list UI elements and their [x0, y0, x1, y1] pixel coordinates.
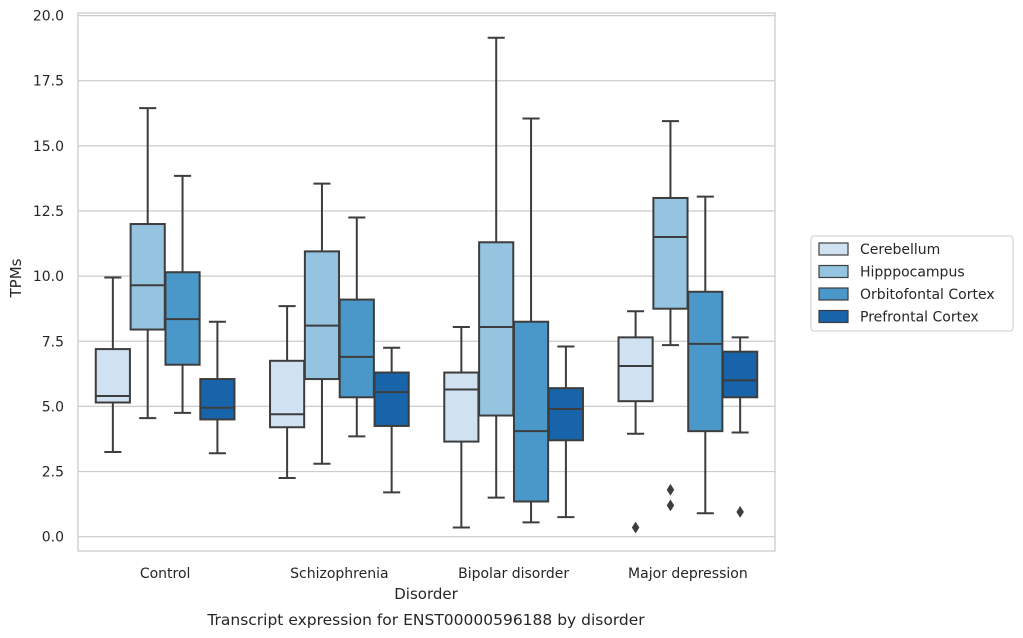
legend: Cerebellum Hipppocampus Orbitofontal Corte…	[810, 235, 1014, 332]
box-prefrontal-cortex	[199, 320, 236, 455]
box-prefrontal-cortex	[547, 345, 584, 519]
y-tick-label: 12.5	[33, 204, 64, 220]
outlier-point	[666, 499, 675, 512]
box-hipppocampus	[652, 120, 689, 512]
box-iqr	[547, 387, 584, 442]
legend-label: Orbitofontal Cortex	[860, 287, 995, 303]
box-iqr	[94, 348, 131, 404]
legend-item: Cerebellum	[818, 242, 940, 258]
box-hipppocampus	[478, 36, 515, 499]
x-tick-label: Major depression	[628, 566, 748, 582]
box-iqr	[373, 371, 410, 427]
x-tick-label: Bipolar disorder	[458, 566, 569, 582]
figure-caption: Transcript expression for ENST0000059618…	[206, 611, 645, 629]
legend-item: Hipppocampus	[818, 264, 965, 281]
box-iqr	[129, 223, 166, 331]
box-hipppocampus	[303, 182, 341, 465]
legend-swatch	[818, 242, 849, 256]
box-iqr	[338, 298, 375, 399]
box-cerebellum	[269, 305, 306, 480]
legend-label: Prefrontal Cortex	[860, 310, 979, 326]
box-iqr	[652, 196, 689, 310]
box-iqr	[722, 350, 759, 399]
y-tick-label: 2.5	[42, 465, 64, 481]
legend-item: Orbitofontal Cortex	[818, 287, 995, 303]
legend-frame	[810, 235, 1014, 332]
x-tick-label: Schizophrenia	[290, 566, 388, 582]
legend-swatch	[818, 264, 849, 279]
y-tick-label: 0.0	[42, 530, 64, 546]
legend-swatch	[818, 287, 849, 301]
box-prefrontal-cortex	[373, 346, 410, 494]
legend-label: Cerebellum	[860, 242, 940, 258]
y-tick-labels: 0.0 2.5 5.0 7.5 10.0 12.5 15.0 17.5 20.0	[33, 9, 64, 546]
plot-frame	[77, 12, 776, 552]
box-orbitofontal-cortex	[164, 174, 201, 414]
box-cerebellum	[94, 276, 131, 453]
box-iqr	[617, 336, 654, 403]
box-iqr	[199, 378, 236, 421]
box-iqr	[269, 359, 306, 429]
box-orbitofontal-cortex	[338, 216, 375, 438]
box-orbitofontal-cortex	[512, 117, 550, 524]
y-tick-label: 20.0	[33, 9, 64, 25]
outlier-point	[736, 505, 744, 518]
box-iqr	[303, 250, 341, 381]
legend-item: Prefrontal Cortex	[818, 309, 979, 326]
y-tick-label: 15.0	[33, 139, 64, 155]
box-iqr	[478, 241, 515, 417]
y-tick-label: 5.0	[42, 399, 64, 415]
legend-swatch	[818, 309, 849, 324]
x-tick-labels: Control Schizophrenia Bipolar disorder Majo…	[140, 566, 748, 582]
y-tick-label: 17.5	[33, 74, 64, 90]
legend-label: Hipppocampus	[860, 265, 965, 281]
y-tick-label: 7.5	[42, 334, 64, 350]
box-prefrontal-cortex	[722, 336, 759, 518]
x-axis-label: Disorder	[394, 585, 458, 603]
outlier-point	[631, 521, 640, 534]
box-orbitofontal-cortex	[687, 195, 724, 515]
y-tick-label: 10.0	[33, 269, 64, 285]
boxes	[94, 36, 759, 534]
x-tick-label: Control	[140, 566, 191, 582]
box-iqr	[443, 371, 480, 443]
box-hipppocampus	[129, 107, 166, 420]
box-iqr	[512, 320, 550, 503]
box-cerebellum	[617, 310, 654, 534]
outlier-point	[666, 483, 675, 496]
box-iqr	[687, 290, 724, 433]
y-axis-label: TPMs	[7, 258, 25, 298]
